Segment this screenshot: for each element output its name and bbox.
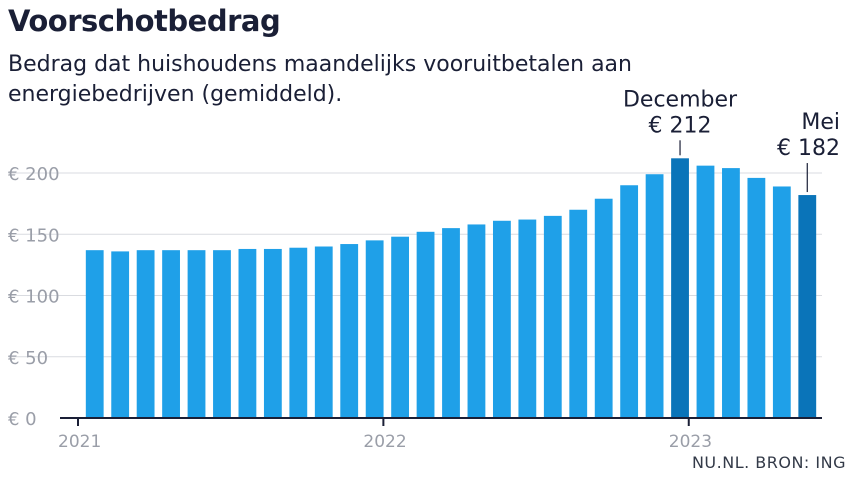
bar bbox=[136, 250, 155, 418]
bar bbox=[620, 185, 639, 418]
annotation-value: € 182 bbox=[777, 136, 840, 161]
bar bbox=[594, 198, 613, 418]
annotation-label: Mei bbox=[801, 110, 840, 135]
annotation-value: € 212 bbox=[649, 113, 712, 138]
bar bbox=[289, 247, 308, 418]
source-credit: NU.NL. BRON: ING bbox=[691, 453, 846, 472]
bar bbox=[442, 228, 460, 418]
bar bbox=[416, 231, 435, 418]
bar bbox=[391, 236, 410, 418]
bar bbox=[314, 246, 333, 418]
bar bbox=[340, 244, 359, 418]
x-tick-label: 2021 bbox=[58, 432, 101, 452]
bar bbox=[492, 220, 511, 418]
x-tick-label: 2022 bbox=[363, 432, 406, 452]
bar bbox=[85, 250, 104, 418]
bar bbox=[162, 250, 180, 418]
bar-highlighted bbox=[798, 195, 817, 418]
bar bbox=[365, 240, 384, 418]
bar bbox=[467, 224, 486, 418]
bar bbox=[696, 165, 715, 418]
y-tick-label: € 0 bbox=[8, 409, 37, 430]
y-tick-label: € 100 bbox=[8, 287, 60, 308]
bar bbox=[238, 248, 257, 418]
bar bbox=[187, 250, 206, 418]
x-axis: 2021 2022 2023 bbox=[58, 417, 822, 452]
bar bbox=[747, 177, 766, 418]
y-tick-label: € 50 bbox=[8, 348, 48, 369]
bar bbox=[772, 186, 791, 418]
x-tick-label: 2023 bbox=[669, 432, 712, 452]
bar bbox=[569, 209, 588, 418]
bar bbox=[543, 215, 562, 418]
annotation-label: December bbox=[623, 87, 738, 112]
bar bbox=[263, 248, 282, 418]
chart-title: Voorschotbedrag bbox=[8, 4, 281, 38]
bar bbox=[111, 251, 130, 418]
y-tick-label: € 150 bbox=[8, 225, 60, 246]
bars bbox=[85, 158, 817, 419]
bar bbox=[722, 168, 740, 418]
bar-highlighted bbox=[671, 158, 689, 419]
y-tick-label: € 200 bbox=[8, 164, 60, 185]
y-axis-ticks: € 0 € 50 € 100 € 150 € 200 bbox=[8, 164, 60, 430]
chart-subtitle: Bedrag dat huishoudens maandelijks vooru… bbox=[8, 52, 632, 107]
bar bbox=[645, 174, 664, 418]
bar bbox=[213, 250, 231, 418]
bar bbox=[518, 219, 537, 418]
